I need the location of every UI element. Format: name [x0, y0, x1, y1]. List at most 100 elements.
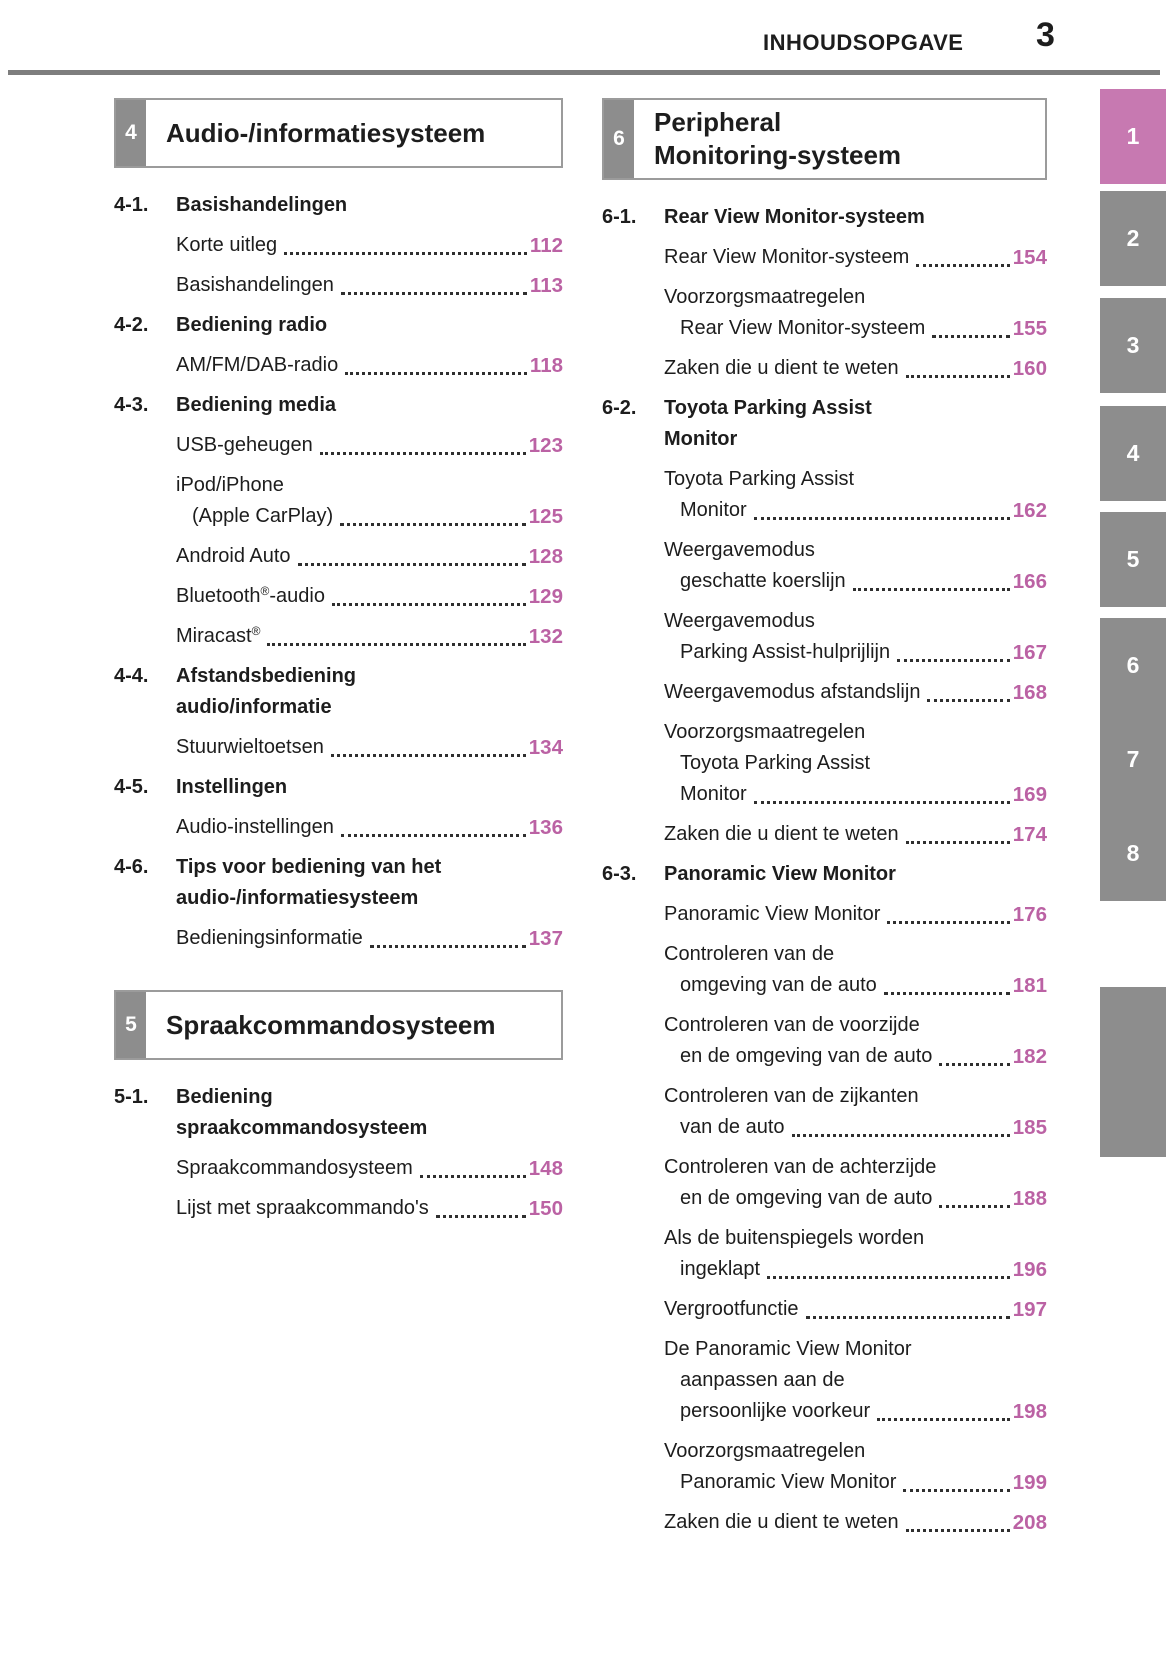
toc-entry-text: aanpassen aan de: [680, 1369, 845, 1391]
toc-entry-last-line: USB-geheugen 123: [114, 430, 563, 461]
page-number: 188: [1012, 1187, 1047, 1210]
group-title-row: 6-3. Panoramic View Monitor: [602, 859, 1047, 890]
toc-entry-text: Voorzorgsmaatregelen: [664, 721, 866, 743]
chapter-number: 6: [604, 100, 634, 178]
toc-entry-last-line: Weergavemodus afstandslijn 168: [602, 677, 1047, 708]
dot-leader: [916, 264, 1010, 267]
page-number: 197: [1012, 1298, 1047, 1321]
page-number: 176: [1012, 903, 1047, 926]
toc-entry-text: Rear View Monitor-systeem: [664, 246, 910, 268]
side-tab-2: 2: [1100, 191, 1166, 286]
side-tab-label: 3: [1126, 332, 1140, 358]
dot-leader: [369, 945, 526, 948]
group-title-row: 6-2. Toyota Parking Assist: [602, 393, 1047, 424]
toc-entry: Controleren van de zijkanten van de auto 1…: [602, 1081, 1047, 1143]
toc-entry: Rear View Monitor-systeem 154: [602, 242, 1047, 273]
toc-entry-text: Weergavemodus: [664, 610, 815, 632]
toc-entry-last-line: (Apple CarPlay) 125: [114, 501, 563, 532]
toc-entry-last-line: Audio-instellingen 136: [114, 812, 563, 843]
group-title-line: Bediening radio: [176, 314, 328, 336]
toc-entry-text: Stuurwieltoetsen: [176, 736, 324, 758]
page-number: 174: [1012, 823, 1047, 846]
side-tab-5: 5: [1100, 512, 1166, 607]
dot-leader: [932, 335, 1010, 338]
page-number: 182: [1012, 1045, 1047, 1068]
toc-entry-text: Als de buitenspiegels worden: [664, 1227, 925, 1249]
group-title-line: audio/informatie: [176, 696, 332, 718]
dot-leader: [767, 1276, 1010, 1279]
toc-entry-last-line: Monitor 162: [602, 495, 1047, 526]
toc-entry-last-line: Rear View Monitor-systeem 155: [602, 313, 1047, 344]
toc-entry-last-line: Bedieningsinformatie 137: [114, 923, 563, 954]
dot-leader: [939, 1205, 1010, 1208]
dot-leader: [903, 1489, 1010, 1492]
group-number: 4-4.: [114, 665, 149, 687]
toc-group: 4-1. Basishandelingen Korte uitleg 112 Basis…: [114, 190, 563, 301]
toc-entry: Korte uitleg 112: [114, 230, 563, 261]
toc-group: 4-5. Instellingen Audio-instellingen 136: [114, 772, 563, 843]
group-number: 5-1.: [114, 1086, 149, 1108]
group-number: 6-3.: [602, 863, 637, 885]
group-title: 4-6. Tips voor bediening van het audio-/in…: [114, 852, 563, 914]
toc-entry-last-line: Panoramic View Monitor 176: [602, 899, 1047, 930]
group-title-line: Bediening: [176, 1086, 273, 1108]
toc-entry-text: AM/FM/DAB-radio: [176, 354, 339, 376]
toc-entry: Voorzorgsmaatregelen Toyota Parking Assis…: [602, 717, 1047, 810]
toc-entry-text: USB-geheugen: [176, 434, 313, 456]
toc-entry-last-line: persoonlijke voorkeur 198: [602, 1396, 1047, 1427]
toc-entry-text: Voorzorgsmaatregelen: [664, 286, 866, 308]
dot-leader: [883, 992, 1010, 995]
dot-leader: [340, 834, 526, 837]
dot-leader: [340, 523, 526, 526]
toc-entry: Audio-instellingen 136: [114, 812, 563, 843]
toc-entry-last-line: en de omgeving van de auto 182: [602, 1041, 1047, 1072]
toc-entry-last-line: Parking Assist-hulprijlijn 167: [602, 637, 1047, 668]
group-title-row: 6-1. Rear View Monitor-systeem: [602, 202, 1047, 233]
group-title: 6-1. Rear View Monitor-systeem: [602, 202, 1047, 233]
group-title-row: 4-4. Afstandsbediening: [114, 661, 563, 692]
toc-entry-last-line: Basishandelingen 113: [114, 270, 563, 301]
dot-leader: [897, 659, 1010, 662]
toc-entry-text: iPod/iPhone: [176, 474, 284, 496]
page-number: 168: [1012, 681, 1047, 704]
toc-entry-last-line: Android Auto 128: [114, 541, 563, 572]
dot-leader: [927, 699, 1010, 702]
toc-entry: Bedieningsinformatie 137: [114, 923, 563, 954]
toc-entry: USB-geheugen 123: [114, 430, 563, 461]
toc-entry-last-line: Korte uitleg 112: [114, 230, 563, 261]
toc-entry-text: Bluetooth®-audio: [176, 584, 325, 607]
toc-entry-text: Controleren van de voorzijde: [664, 1014, 920, 1036]
toc-entry-text: Zaken die u dient te weten: [664, 1511, 899, 1533]
page-number: 125: [528, 505, 563, 528]
toc-entry-last-line: Monitor 169: [602, 779, 1047, 810]
toc-entry: Stuurwieltoetsen 134: [114, 732, 563, 763]
group-title-row: 4-5. Instellingen: [114, 772, 563, 803]
dot-leader: [267, 643, 526, 646]
page-number: 154: [1012, 246, 1047, 269]
page-number: 113: [529, 274, 563, 297]
toc-entry: Weergavemodus Parking Assist-hulprijlijn 1…: [602, 606, 1047, 668]
toc-entry: Basishandelingen 113: [114, 270, 563, 301]
side-tab-6: 6: [1100, 618, 1166, 713]
page-number: 198: [1012, 1400, 1047, 1423]
page-number: 137: [528, 927, 563, 950]
toc-entry: Weergavemodus geschatte koerslijn 166: [602, 535, 1047, 597]
toc-entry: Android Auto 128: [114, 541, 563, 572]
dot-leader: [284, 252, 527, 255]
toc-entry-last-line: Spraakcommandosysteem 148: [114, 1153, 563, 1184]
toc-entry-text: ingeklapt: [680, 1258, 761, 1280]
toc-entry-text: Parking Assist-hulprijlijn: [680, 641, 891, 663]
toc-entry: Controleren van de omgeving van de auto 18…: [602, 939, 1047, 1001]
page-number: 128: [528, 545, 563, 568]
page-number: 208: [1012, 1511, 1047, 1534]
toc-column-left: 4 Audio-/informatiesysteem 4-1. Basishandel…: [114, 98, 563, 1233]
dot-leader: [877, 1418, 1010, 1421]
toc-entry: Weergavemodus afstandslijn 168: [602, 677, 1047, 708]
page-number: 148: [528, 1157, 563, 1180]
toc-entry-text: Controleren van de: [664, 943, 835, 965]
toc-entry-text: persoonlijke voorkeur: [680, 1400, 871, 1422]
toc-entry-text: Monitor: [680, 783, 747, 805]
toc-entry-text: omgeving van de auto: [680, 974, 877, 996]
toc-entry-text: Weergavemodus: [664, 539, 815, 561]
group-number: 4-6.: [114, 856, 149, 878]
